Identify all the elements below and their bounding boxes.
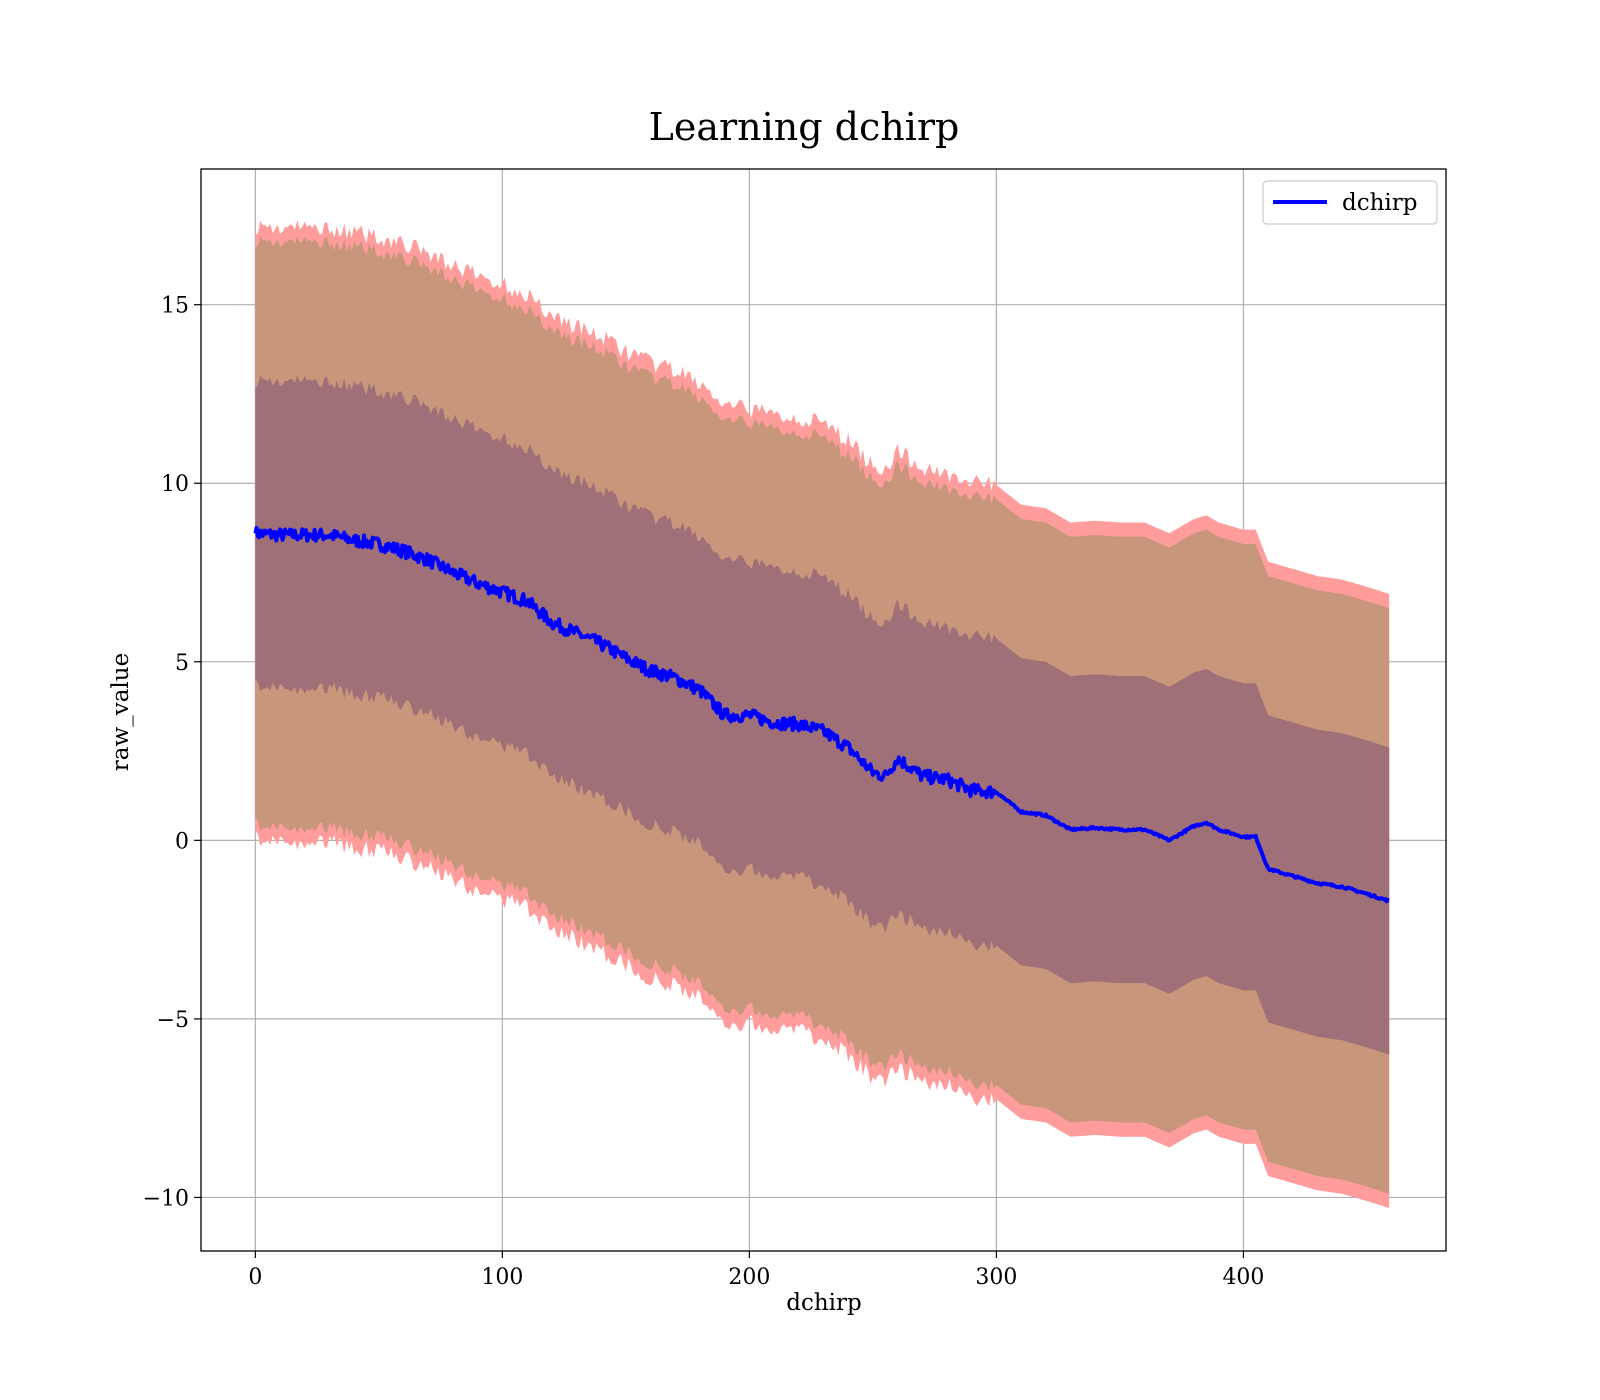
plot-frame bbox=[200, 168, 1447, 1252]
y-tick-label: 5 bbox=[175, 651, 189, 676]
x-tick-label: 400 bbox=[1222, 1265, 1264, 1290]
y-tick-label: 0 bbox=[175, 829, 189, 854]
legend-box bbox=[1262, 180, 1438, 225]
y-axis-label: raw_value bbox=[108, 653, 134, 771]
inner-band bbox=[255, 375, 1390, 1055]
y-tick-label: 15 bbox=[161, 294, 189, 319]
legend-label-dchirp: dchirp bbox=[1342, 190, 1418, 216]
x-axis-label: dchirp bbox=[786, 1290, 862, 1316]
series-line-dchirp bbox=[253, 525, 1390, 904]
axis-ticks: 0 100 200 300 400 −10 −5 0 5 10 15 bbox=[143, 294, 1265, 1290]
x-tick-label: 100 bbox=[481, 1265, 523, 1290]
x-tick-label: 300 bbox=[975, 1265, 1017, 1290]
y-tick-label: −5 bbox=[157, 1008, 189, 1033]
chart-title: Learning dchirp bbox=[649, 105, 960, 149]
legend: dchirp bbox=[1262, 180, 1438, 225]
x-tick-label: 200 bbox=[728, 1265, 770, 1290]
y-tick-label: 10 bbox=[161, 472, 189, 497]
confidence-bands bbox=[255, 220, 1390, 1209]
x-tick-label: 0 bbox=[248, 1265, 262, 1290]
y-tick-label: −10 bbox=[143, 1186, 189, 1211]
